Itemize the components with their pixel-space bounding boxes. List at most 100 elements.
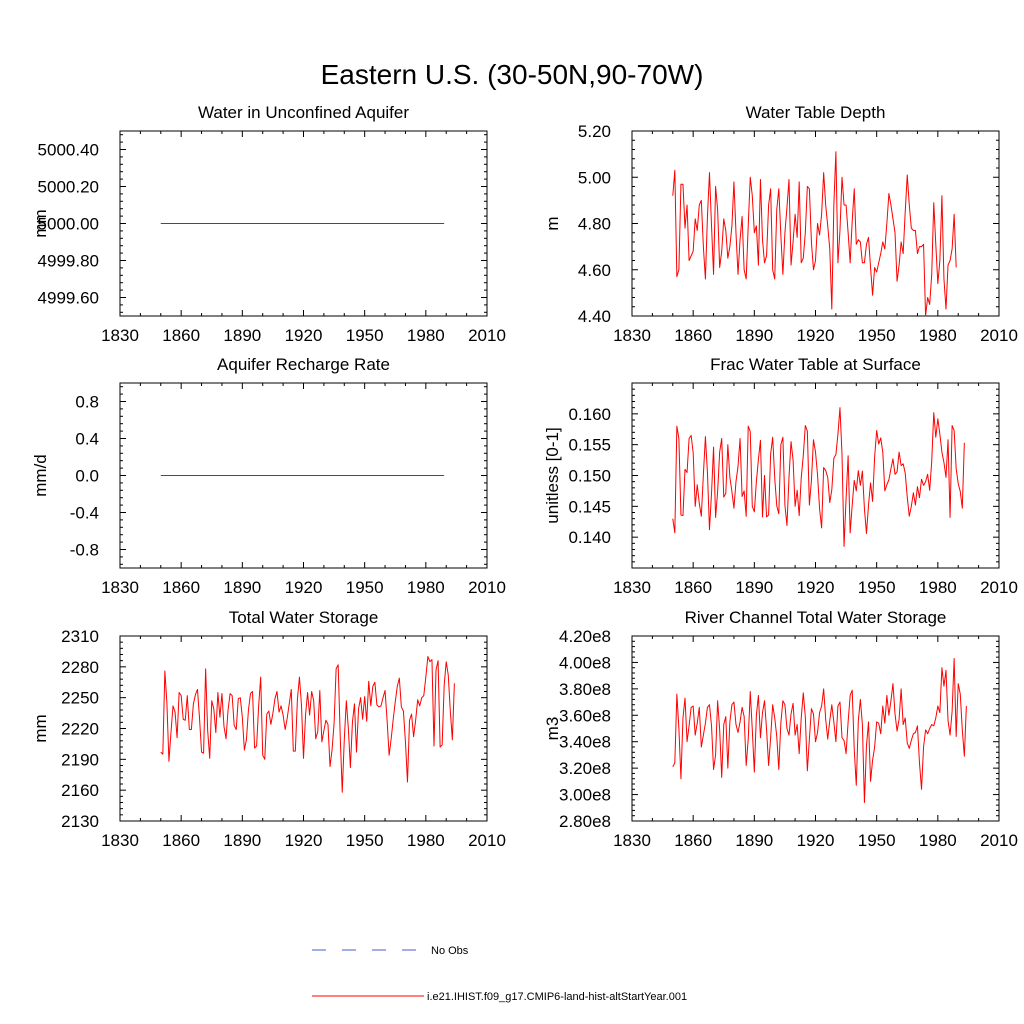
x-tick-label: 1920 bbox=[285, 578, 323, 597]
x-tick-label: 1860 bbox=[162, 578, 200, 597]
y-tick-label: 3.20e8 bbox=[559, 759, 611, 778]
y-axis-label: m bbox=[543, 216, 562, 230]
panel-water-in-unconfined-aquifer: Water in Unconfined Aquifer mm 1830 1860 189… bbox=[31, 103, 506, 345]
y-tick-label: 2280 bbox=[61, 658, 99, 677]
y-tick-label: 0.140 bbox=[568, 528, 611, 547]
y-tick-label: 2220 bbox=[61, 720, 99, 739]
panel-aquifer-recharge-rate: Aquifer Recharge Rate mm/d 1830 1860 1890 192… bbox=[31, 355, 506, 597]
x-tick-label: 2010 bbox=[468, 831, 506, 850]
x-tick-label: 1860 bbox=[162, 831, 200, 850]
panel-title: Total Water Storage bbox=[229, 608, 379, 627]
y-tick-label: -0.8 bbox=[70, 541, 99, 560]
series-line bbox=[160, 656, 455, 793]
y-tick-label: 3.60e8 bbox=[559, 706, 611, 725]
y-tick-label: 0.4 bbox=[75, 430, 99, 449]
panel-river-channel-total-water-storage: River Channel Total Water Storage m3 1830 1… bbox=[543, 608, 1018, 850]
y-tick-label: 4999.80 bbox=[38, 252, 99, 271]
x-tick-label: 1890 bbox=[735, 326, 773, 345]
x-tick-label: 1830 bbox=[101, 831, 139, 850]
x-tick-label: 1950 bbox=[346, 326, 384, 345]
y-tick-label: 4.40 bbox=[578, 307, 611, 326]
y-tick-label: 4.00e8 bbox=[559, 653, 611, 672]
y-axis-label: mm bbox=[31, 209, 50, 237]
x-tick-label: 1830 bbox=[613, 578, 651, 597]
panel-title: Aquifer Recharge Rate bbox=[217, 355, 390, 374]
x-tick-label: 1890 bbox=[223, 578, 261, 597]
panels: Water in Unconfined Aquifer mm 1830 1860 189… bbox=[31, 103, 1018, 850]
x-tick-label: 1860 bbox=[674, 831, 712, 850]
x-tick-label: 2010 bbox=[980, 578, 1018, 597]
y-tick-label: 0.8 bbox=[75, 393, 99, 412]
x-tick-label: 1950 bbox=[346, 578, 384, 597]
y-tick-label: 0.155 bbox=[568, 436, 611, 455]
y-tick-label: 5.00 bbox=[578, 168, 611, 187]
x-tick-label: 1890 bbox=[735, 578, 773, 597]
y-tick-label: 2310 bbox=[61, 627, 99, 646]
x-tick-label: 1830 bbox=[613, 326, 651, 345]
y-axis-label: unitless [0-1] bbox=[543, 427, 562, 523]
x-tick-label: 1950 bbox=[858, 831, 896, 850]
y-tick-label: 4.80 bbox=[578, 215, 611, 234]
y-tick-label: 2190 bbox=[61, 750, 99, 769]
x-tick-label: 2010 bbox=[468, 326, 506, 345]
x-tick-label: 1920 bbox=[285, 326, 323, 345]
panel-title: Frac Water Table at Surface bbox=[710, 355, 921, 374]
x-tick-label: 1980 bbox=[407, 578, 445, 597]
plot-frame bbox=[631, 635, 1000, 822]
series-line bbox=[672, 657, 967, 803]
y-tick-label: 0.0 bbox=[75, 467, 99, 486]
y-axis-label: mm bbox=[31, 714, 50, 742]
x-tick-label: 1980 bbox=[919, 831, 957, 850]
y-tick-label: 3.40e8 bbox=[559, 733, 611, 752]
y-tick-label: 0.150 bbox=[568, 467, 611, 486]
panel-title: Water Table Depth bbox=[746, 103, 886, 122]
y-tick-label: 4.20e8 bbox=[559, 627, 611, 646]
legend: No Obs i.e21.IHIST.f09_g17.CMIP6-land-hi… bbox=[312, 945, 687, 1003]
y-tick-label: 3.00e8 bbox=[559, 786, 611, 805]
x-tick-label: 1830 bbox=[613, 831, 651, 850]
plot-frame bbox=[631, 382, 1000, 569]
x-tick-label: 1860 bbox=[674, 326, 712, 345]
y-tick-label: 3.80e8 bbox=[559, 680, 611, 699]
x-tick-label: 2010 bbox=[980, 831, 1018, 850]
legend-label-no-obs: No Obs bbox=[431, 945, 469, 957]
y-tick-label: 2160 bbox=[61, 781, 99, 800]
x-tick-label: 1980 bbox=[407, 326, 445, 345]
y-tick-label: 5000.40 bbox=[38, 141, 99, 160]
x-tick-label: 1920 bbox=[797, 831, 835, 850]
y-tick-label: 0.145 bbox=[568, 497, 611, 516]
x-tick-label: 1860 bbox=[162, 326, 200, 345]
x-tick-label: 1950 bbox=[346, 831, 384, 850]
x-tick-label: 1890 bbox=[223, 326, 261, 345]
x-tick-label: 1980 bbox=[919, 578, 957, 597]
x-tick-label: 1980 bbox=[407, 831, 445, 850]
x-tick-label: 1830 bbox=[101, 326, 139, 345]
panel-total-water-storage: Total Water Storage mm 1830 1860 1890 1920 195… bbox=[31, 608, 506, 850]
y-tick-label: -0.4 bbox=[70, 504, 99, 523]
y-axis-label: m3 bbox=[543, 717, 562, 741]
x-tick-label: 1950 bbox=[858, 326, 896, 345]
y-tick-label: 4.60 bbox=[578, 261, 611, 280]
y-tick-label: 5000.20 bbox=[38, 178, 99, 197]
x-tick-label: 1920 bbox=[797, 326, 835, 345]
x-tick-label: 1860 bbox=[674, 578, 712, 597]
panel-title: Water in Unconfined Aquifer bbox=[198, 103, 409, 122]
figure-title: Eastern U.S. (30-50N,90-70W) bbox=[321, 59, 704, 90]
x-tick-label: 2010 bbox=[468, 578, 506, 597]
plot-frame bbox=[631, 130, 1000, 317]
y-tick-label: 2250 bbox=[61, 689, 99, 708]
panel-water-table-depth: Water Table Depth m 1830 1860 1890 1920 1950 19… bbox=[543, 103, 1018, 345]
y-tick-label: 0.160 bbox=[568, 405, 611, 424]
x-tick-label: 1950 bbox=[858, 578, 896, 597]
panel-title: River Channel Total Water Storage bbox=[685, 608, 947, 627]
y-axis-label: mm/d bbox=[31, 454, 50, 497]
panel-frac-water-table-at-surface: Frac Water Table at Surface unitless [0-1… bbox=[543, 355, 1018, 597]
y-tick-label: 5000.00 bbox=[38, 215, 99, 234]
x-tick-label: 1830 bbox=[101, 578, 139, 597]
series-line bbox=[672, 151, 957, 317]
x-tick-label: 1920 bbox=[797, 578, 835, 597]
x-tick-label: 1890 bbox=[735, 831, 773, 850]
x-tick-label: 1890 bbox=[223, 831, 261, 850]
y-tick-label: 4999.60 bbox=[38, 289, 99, 308]
